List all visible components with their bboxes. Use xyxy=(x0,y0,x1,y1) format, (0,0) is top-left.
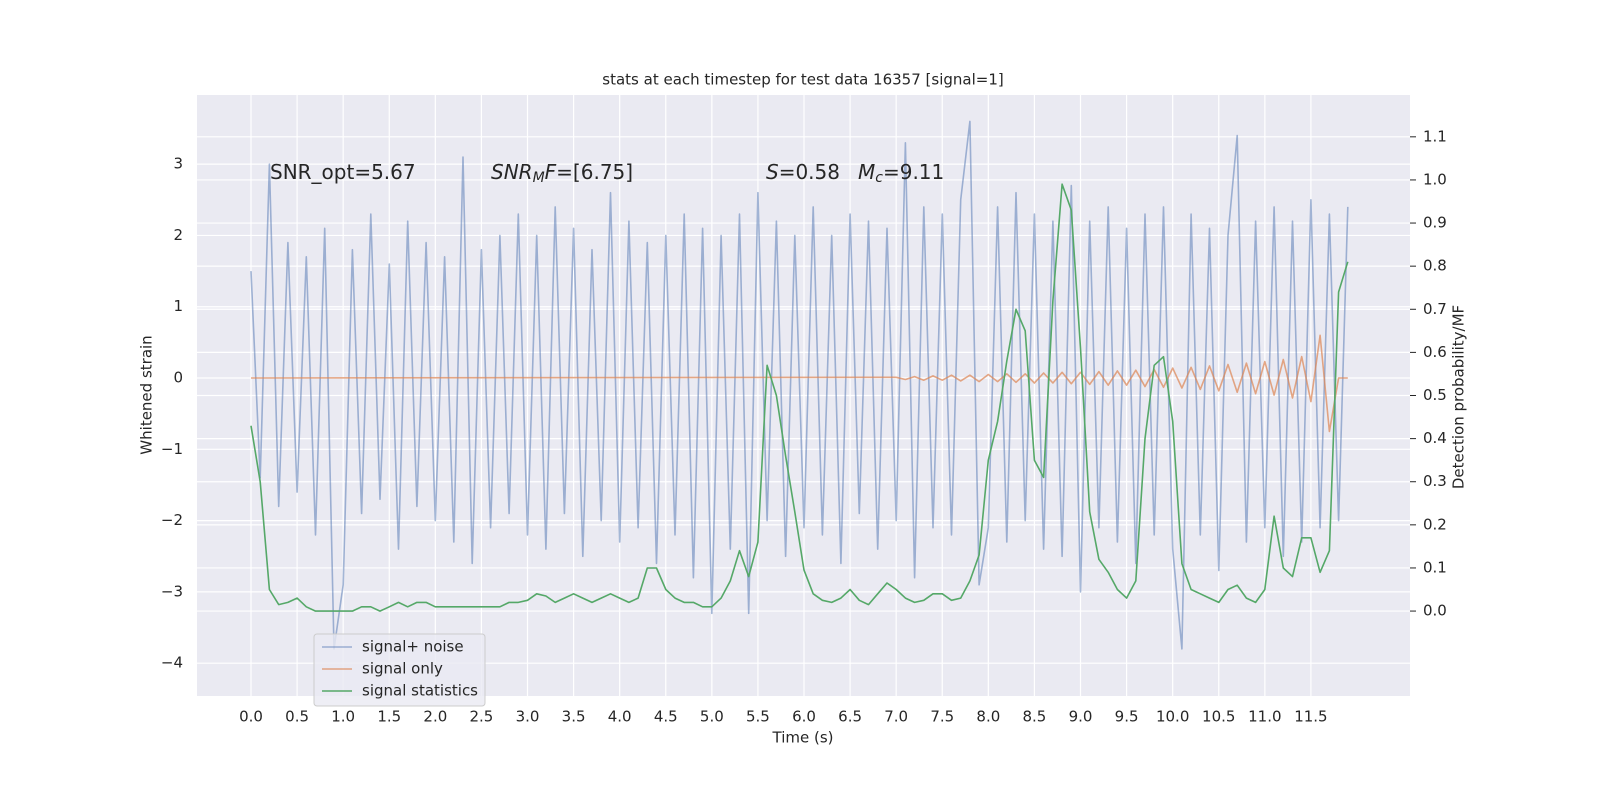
y-tick-label: −2 xyxy=(161,511,183,529)
annotation-part: =[6.75] xyxy=(556,160,633,184)
y-tick-label: 3 xyxy=(173,155,183,173)
x-tick-label: 6.5 xyxy=(838,708,862,726)
annotation: Mc=9.11 xyxy=(858,160,944,187)
x-tick-label: 6.0 xyxy=(792,708,816,726)
y-tick-label: 2 xyxy=(173,226,183,244)
y2-tick-label: 0.4 xyxy=(1423,429,1447,447)
y-tick-label: −1 xyxy=(161,440,183,458)
marks xyxy=(250,120,1349,650)
x-tick-label: 11.5 xyxy=(1294,708,1327,726)
x-tick-label: 4.5 xyxy=(654,708,678,726)
y2-tick-label: 0.3 xyxy=(1423,472,1447,490)
y2-tick-label: 0.1 xyxy=(1423,558,1447,576)
annotation-part: SNR_opt=5.67 xyxy=(270,160,416,184)
y2-axis-label: Detection probability/MF xyxy=(1450,305,1468,489)
y-tick-label: 1 xyxy=(173,297,183,315)
x-tick-label: 10.0 xyxy=(1156,708,1189,726)
y2-tick-label: 0.0 xyxy=(1423,602,1447,620)
x-tick-label: 0.5 xyxy=(285,708,309,726)
y-tick-label: −4 xyxy=(161,654,183,672)
y2-tick-label: 1.0 xyxy=(1423,170,1447,188)
y2-tick-label: 1.1 xyxy=(1423,127,1447,145)
legend-label: signal statistics xyxy=(362,682,478,700)
x-tick-label: 2.5 xyxy=(469,708,493,726)
x-axis-label: Time (s) xyxy=(772,729,834,747)
x-tick-label: 2.0 xyxy=(423,708,447,726)
x-tick-label: 7.5 xyxy=(930,708,954,726)
y2-tick-label: 0.2 xyxy=(1423,515,1447,533)
x-tick-label: 1.5 xyxy=(377,708,401,726)
x-tick-label: 8.5 xyxy=(1022,708,1046,726)
annotation: SNR_opt=5.67 xyxy=(270,160,416,184)
x-tick-label: 7.0 xyxy=(884,708,908,726)
y2-tick-label: 0.6 xyxy=(1423,343,1447,361)
y-tick-label: −3 xyxy=(161,582,183,600)
y-tick-label: 0 xyxy=(173,369,183,387)
y-axis-label: Whitened strain xyxy=(138,335,156,454)
annotation-part: =0.58 xyxy=(779,160,840,184)
annotation-part: =9.11 xyxy=(883,160,944,184)
x-tick-label: 10.5 xyxy=(1202,708,1235,726)
x-tick-label: 9.5 xyxy=(1115,708,1139,726)
annotation-part: S xyxy=(766,160,779,184)
y2-tick-label: 0.5 xyxy=(1423,386,1447,404)
annotation-part: F xyxy=(545,160,557,184)
labels: 0.0 0.5 1.0 1.5 2.0 2.5 3.0 3.5 4.0 4.5 5.0 5.5 6.0 6… xyxy=(161,127,1447,725)
chart-title: stats at each timestep for test data 163… xyxy=(602,71,1003,89)
x-tick-label: 5.5 xyxy=(746,708,770,726)
annotation: S=0.58 xyxy=(766,160,840,184)
legend-label: signal+ noise xyxy=(362,638,464,656)
x-tick-label: 1.0 xyxy=(331,708,355,726)
series-line xyxy=(250,334,1348,433)
y2-tick-label: 0.8 xyxy=(1423,257,1447,275)
y2-tick-label: 0.7 xyxy=(1423,300,1447,318)
x-tick-label: 11.0 xyxy=(1248,708,1281,726)
legend: signal+ noise signal only signal statistic… xyxy=(313,633,486,707)
x-tick-label: 3.0 xyxy=(516,708,540,726)
y2-tick-label: 0.9 xyxy=(1423,214,1447,232)
legend-label: signal only xyxy=(362,660,443,678)
x-tick-label: 8.0 xyxy=(976,708,1000,726)
x-tick-label: 0.0 xyxy=(239,708,263,726)
annotation-part: SNR xyxy=(491,160,533,184)
annotation: SNRMF=[6.75] xyxy=(491,160,633,187)
annotation-part: M xyxy=(533,170,545,186)
legend-box xyxy=(313,633,486,707)
x-tick-label: 5.0 xyxy=(700,708,724,726)
x-tick-label: 3.5 xyxy=(562,708,586,726)
series-line xyxy=(250,183,1349,612)
annotation-part: M xyxy=(858,160,875,184)
x-tick-label: 9.0 xyxy=(1069,708,1093,726)
annotation-part: c xyxy=(875,170,883,186)
x-tick-label: 4.0 xyxy=(608,708,632,726)
series-line xyxy=(250,120,1349,650)
